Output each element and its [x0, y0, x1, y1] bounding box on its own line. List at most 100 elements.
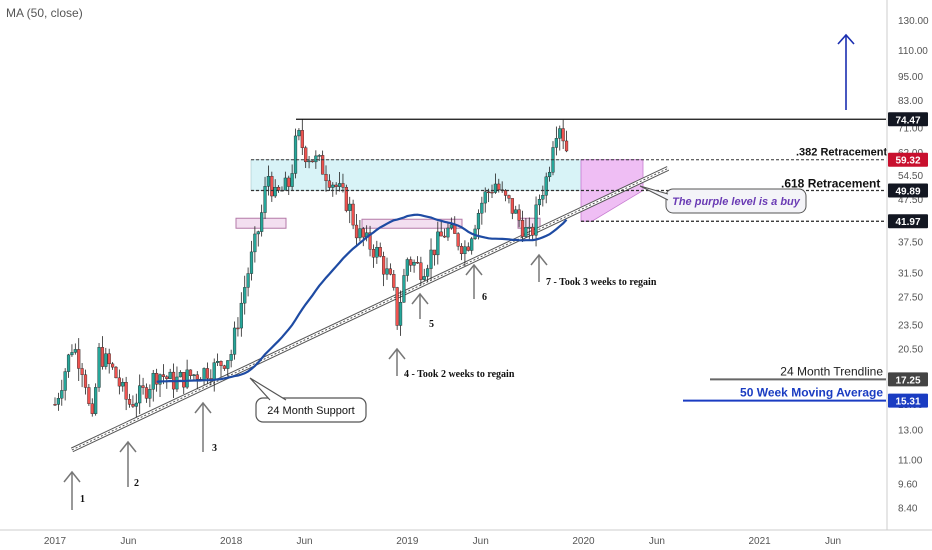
y-tick-label: 130.00 [898, 16, 929, 27]
candle-body [334, 184, 338, 187]
candle-body [276, 186, 281, 191]
arrow-label-3: 3 [212, 443, 217, 454]
candle-body [304, 147, 308, 163]
candle-body [226, 360, 230, 369]
candle-body [155, 373, 159, 385]
candle-body [517, 209, 521, 221]
candle-body [331, 184, 335, 188]
retracement-zone [250, 159, 582, 191]
moving-average-line [156, 213, 568, 383]
buy-callout-box [665, 188, 807, 214]
candle-body [124, 382, 128, 400]
candle-body [256, 231, 260, 235]
candle-body [94, 387, 98, 414]
candle-body [561, 128, 565, 142]
candle-body [263, 186, 267, 213]
candle-body [232, 327, 237, 355]
candle-body [368, 232, 372, 250]
buy-callout-text: The purple level is a buy [672, 196, 801, 208]
candle-body [300, 130, 304, 148]
candle-body [527, 226, 531, 229]
candle-body [524, 227, 528, 237]
candle-body [205, 368, 210, 379]
candle-body [66, 354, 71, 372]
x-tick-label: 2021 [749, 536, 772, 547]
y-tick-label: 11.00 [898, 455, 923, 466]
candle-body [182, 372, 186, 388]
trendline-label: 24 Month Trendline [780, 364, 883, 378]
candle-body [287, 177, 291, 187]
candle-body [134, 402, 138, 407]
candle-body [510, 198, 514, 214]
arrow-label-2: 2 [134, 478, 139, 489]
y-tick-label: 27.50 [898, 292, 923, 303]
arrow-label-6: 6 [482, 292, 487, 303]
candle-body [412, 261, 416, 266]
candle-body [270, 176, 274, 197]
y-tick-label: 110.00 [898, 46, 928, 57]
arrow-2-head [119, 440, 137, 453]
candle-body [514, 209, 518, 214]
arrow-5-head [411, 292, 429, 305]
candle-body [337, 183, 342, 187]
candle-body [188, 369, 193, 376]
candle-body [283, 177, 287, 191]
candle-body [243, 287, 247, 304]
buy-callout-pointer [639, 185, 669, 201]
candle-body [83, 374, 88, 388]
candle-body [348, 203, 352, 211]
candle-body [327, 180, 332, 188]
support-box [361, 218, 463, 229]
candle-body [554, 138, 558, 148]
candle-body [53, 404, 57, 406]
price-label-text: 74.47 [895, 115, 920, 126]
arrow-4-head [388, 347, 406, 360]
candle-body [446, 227, 450, 238]
candle-body [378, 247, 382, 257]
candle-body [90, 403, 94, 414]
candle-body [449, 224, 453, 229]
support-callout-pointer [249, 377, 287, 401]
price-label-text: 41.97 [895, 217, 920, 228]
candle-body [490, 191, 494, 194]
arrow-6-head [465, 263, 483, 276]
candle-body [222, 365, 226, 369]
candle-body [558, 128, 562, 139]
price-label-tag [888, 112, 928, 127]
candle-body [236, 327, 240, 330]
candle-body [436, 231, 440, 256]
candle-body [307, 160, 311, 163]
y-tick-label: 20.50 [898, 345, 923, 356]
candle-body [402, 275, 406, 303]
candle-body [537, 199, 542, 206]
candle-body [293, 135, 298, 174]
candle-body [442, 235, 447, 238]
candle-body [260, 212, 264, 232]
arrow-3-head [194, 401, 212, 414]
candle-body [534, 204, 538, 236]
candle-body [175, 376, 179, 390]
candle-body [114, 366, 118, 379]
candle-body [398, 302, 403, 326]
candle-body [361, 228, 365, 238]
candle-body [310, 160, 315, 163]
candle-body [216, 361, 220, 363]
arrow-1-head [63, 470, 81, 483]
candle-body [415, 261, 420, 264]
x-tick-label: 2018 [220, 536, 243, 547]
y-tick-label: 47.50 [898, 195, 923, 206]
candle-body [178, 372, 182, 378]
candle-body [185, 369, 189, 388]
candle-body [487, 191, 491, 194]
candle-body [141, 385, 145, 388]
candle-body [392, 274, 396, 288]
candle-body [192, 374, 196, 376]
candle-body [503, 190, 508, 196]
trendline-hatch [71, 167, 669, 451]
candle-body [131, 404, 135, 407]
candle-body [429, 249, 433, 269]
candle-body [195, 374, 199, 380]
candle-body [483, 191, 487, 204]
candle-body [266, 176, 271, 187]
